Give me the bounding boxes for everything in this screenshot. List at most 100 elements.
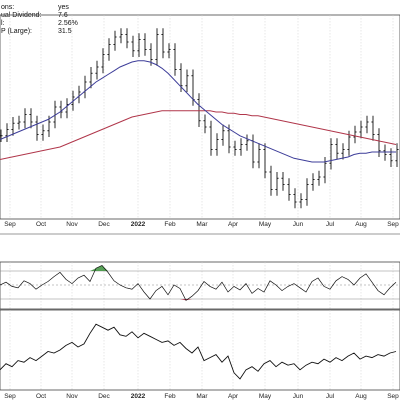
- lower-panel-frame: [0, 309, 400, 391]
- info-value: 2.56%: [58, 20, 78, 27]
- info-block: ons: yes ual Dividend: 7.6 l: 2.56% P (Large):…: [1, 4, 78, 35]
- lower-panel: [0, 309, 400, 391]
- oscillator-panel-frame: [0, 261, 400, 310]
- price-bar: [329, 138, 333, 170]
- x-axis: Sep Oct Nov Dec 2022 Feb Mar Apr May Jun Jul Aug Sep: [0, 221, 400, 235]
- price-bar: [221, 124, 225, 146]
- x-tick-label: Aug: [355, 221, 367, 228]
- price-bar: [209, 120, 213, 156]
- price-bar: [365, 115, 369, 134]
- price-bar: [335, 138, 339, 160]
- price-bar: [215, 133, 219, 156]
- price-bar: [275, 172, 279, 196]
- oscillator-panel: [0, 261, 400, 310]
- price-bar: [299, 193, 303, 209]
- x-tick-label: Dec: [98, 221, 110, 228]
- price-grid: [9, 15, 394, 219]
- price-bar: [155, 28, 159, 66]
- price-bar: [113, 30, 117, 51]
- price-bar: [95, 60, 99, 80]
- price-bar: [59, 100, 63, 119]
- x-tick-label: Nov: [66, 393, 78, 400]
- price-bar: [11, 117, 15, 136]
- x-tick-label: Apr: [228, 221, 239, 228]
- x-tick-label: Oct: [36, 221, 46, 228]
- price-bar: [395, 143, 399, 167]
- price-bar: [287, 178, 291, 201]
- price-bar: [281, 172, 285, 191]
- price-bar: [17, 115, 21, 130]
- oscillator-overbought-fill: [96, 265, 102, 271]
- price-bars: [0, 28, 399, 209]
- price-bar: [257, 143, 261, 169]
- oscillator-overbought-fill: [102, 265, 108, 271]
- price-bar: [137, 33, 141, 57]
- price-bar: [371, 115, 375, 141]
- price-bar: [245, 134, 249, 151]
- info-label: ual Dividend:: [1, 12, 42, 19]
- x-tick-label: May: [259, 393, 272, 400]
- price-bar: [377, 128, 381, 157]
- x-tick-label: Mar: [196, 393, 208, 400]
- info-label: l:: [1, 20, 5, 27]
- x-tick-label: Jul: [326, 221, 335, 228]
- price-bar: [89, 67, 93, 89]
- price-bar: [305, 178, 309, 206]
- price-bar: [197, 93, 201, 127]
- price-bar: [119, 28, 123, 44]
- x-tick-label: Oct: [36, 393, 46, 400]
- price-bar: [311, 173, 315, 191]
- oscillator-line: [0, 264, 397, 301]
- price-bar: [143, 33, 147, 56]
- price-bar: [323, 157, 327, 184]
- ma-long-line: [0, 110, 397, 160]
- price-bar: [5, 123, 9, 142]
- price-bar: [293, 188, 297, 209]
- price-bar: [167, 43, 171, 59]
- price-bar: [341, 143, 345, 160]
- price-bar: [251, 134, 255, 169]
- price-bar: [389, 148, 393, 167]
- ma-short-line: [0, 60, 396, 163]
- price-bar: [359, 120, 363, 139]
- x-tick-label: Feb: [164, 221, 176, 228]
- x-tick-label: Sep: [387, 393, 399, 400]
- info-value: yes: [58, 4, 69, 11]
- price-bar: [131, 35, 135, 57]
- x-tick-label: Jun: [293, 393, 304, 400]
- lower-grid: [9, 310, 394, 390]
- oscillator-oversold-fill: [180, 299, 186, 301]
- info-label: ons:: [1, 4, 14, 11]
- price-bar: [29, 108, 33, 129]
- x-tick-labels: Sep Oct Nov Dec 2022 Feb Mar Apr May Jun Jul Aug Sep: [4, 221, 399, 228]
- x-tick-label: Dec: [98, 393, 110, 400]
- oscillator-overbought-fill: [90, 268, 96, 271]
- price-panel: [0, 14, 400, 220]
- oscillator-fill: [90, 265, 192, 301]
- x-tick-label: 2022: [131, 221, 146, 228]
- price-bar: [173, 43, 177, 76]
- oscillator-bands: [0, 270, 400, 300]
- price-bar: [233, 140, 237, 156]
- price-panel-frame: [0, 14, 400, 220]
- price-bar: [35, 115, 39, 141]
- price-bar: [23, 108, 27, 129]
- oscillator-grid: [9, 262, 394, 309]
- price-bar: [263, 143, 267, 179]
- x-tick-label: Jun: [293, 221, 304, 228]
- price-bar: [269, 165, 273, 196]
- x-tick-label: Feb: [164, 393, 176, 400]
- info-label: P (Large):: [1, 28, 32, 35]
- price-bar: [77, 85, 81, 104]
- price-bar: [185, 69, 189, 92]
- price-bar: [101, 48, 105, 74]
- price-bar: [353, 125, 357, 144]
- price-bar: [83, 75, 87, 99]
- price-bar: [65, 98, 69, 119]
- lower-line: [0, 323, 397, 380]
- price-bar: [203, 114, 207, 134]
- info-value: 31.5: [58, 28, 72, 35]
- x-tick-label: Sep: [4, 393, 16, 400]
- price-bar: [383, 144, 387, 161]
